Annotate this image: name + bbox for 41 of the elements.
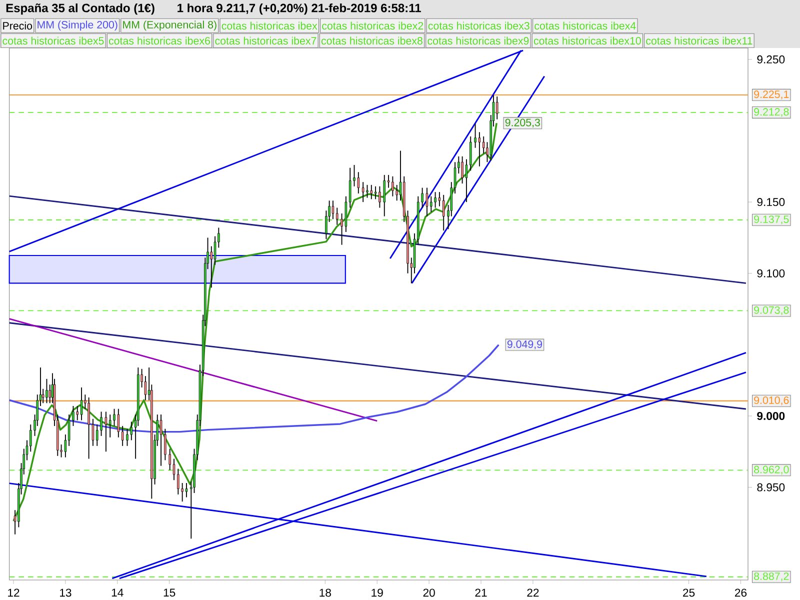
ref-line-label: 9.010,6 [754, 396, 789, 406]
text: MM (Simple 200) [38, 20, 118, 31]
text: MM (Exponencial 8) [123, 20, 216, 31]
chart-title: España 35 al Contado (1€) [6, 3, 154, 15]
ref-line-label: 9.073,8 [754, 306, 789, 316]
x-tick-label: 15 [164, 588, 176, 597]
text: cotas historicas ibex5 [2, 36, 104, 45]
text: cotas historicas ibex9 [428, 36, 529, 45]
x-tick-label: 22 [527, 588, 539, 597]
text: cotas historicas ibex8 [321, 36, 422, 45]
ref-line-label: 8.962,0 [754, 466, 789, 475]
y-tick-label: 9.250 [757, 55, 785, 64]
ref-line-label: 8.887,2 [754, 572, 789, 582]
y-tick-label: 9.100 [757, 269, 785, 278]
x-tick-label: 13 [60, 588, 72, 597]
x-tick-label: 14 [112, 588, 124, 597]
text: cotas historicas ibex6 [108, 36, 210, 45]
x-tick-label: 21 [475, 588, 487, 597]
x-tick-label: 19 [372, 588, 383, 597]
x-tick-label: 26 [734, 588, 747, 597]
y-tick-label: 9.000 [757, 412, 785, 420]
text: cotas historicas ibex4 [534, 22, 636, 30]
ref-line-label: 9.225,1 [754, 90, 789, 100]
x-tick-label: 20 [423, 588, 435, 597]
text: cotas historicas ibex2 [322, 22, 424, 30]
text: cotas historicas ibex10 [534, 36, 641, 45]
data-label: 9.049,9 [507, 340, 542, 350]
text: cotas historicas ibex3 [428, 22, 530, 30]
text: cotas historicas ibex7 [215, 36, 316, 45]
x-tick-label: 25 [683, 588, 695, 597]
chart-subtitle: 1 hora 9.211,7 (+0,20%) 21-feb-2019 6:58:11 [178, 3, 421, 15]
ref-line-label: 9.137,5 [754, 215, 789, 224]
y-tick-label: 8.950 [757, 483, 785, 492]
ref-line-label: 9.212,8 [754, 108, 789, 117]
text: cotas historicas ibex11 [646, 36, 752, 45]
x-tick-label: 12 [8, 588, 20, 597]
y-tick-label: 9.150 [757, 198, 785, 206]
x-tick-label: 18 [320, 588, 331, 597]
data-label: 9.205,3 [505, 118, 540, 128]
text: cotas historicas ibex [222, 22, 318, 30]
text: Precio [3, 22, 32, 30]
